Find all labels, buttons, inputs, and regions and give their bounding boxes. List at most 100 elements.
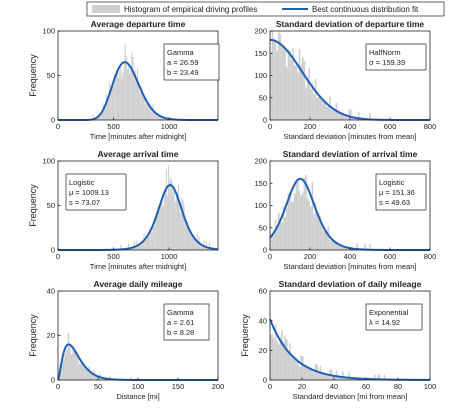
histogram-bar [272, 334, 274, 380]
histogram-bar [198, 243, 199, 250]
x-tick-label: 500 [107, 252, 120, 261]
fit-parameter: a = 2.61 [167, 318, 194, 327]
histogram-bar [278, 213, 280, 250]
histogram-bar [305, 87, 307, 120]
histogram-bar [300, 65, 302, 120]
histogram-bar [288, 49, 290, 120]
histogram-bar [145, 102, 146, 120]
histogram-bar [120, 65, 121, 120]
histogram-bar [275, 220, 277, 250]
histogram-bar [158, 210, 159, 250]
histogram-bar [121, 78, 122, 120]
histogram-bar [288, 351, 290, 380]
fit-parameter: μ = 1009.13 [69, 188, 109, 197]
x-tick-label: 0 [56, 382, 60, 391]
histogram-bar [313, 214, 315, 250]
histogram [270, 175, 371, 250]
histogram-bar [165, 191, 166, 250]
histogram-bar [299, 191, 301, 250]
histogram-bar [158, 116, 159, 120]
fit-distribution-name: HalfNorm [369, 48, 401, 57]
y-tick-label: 0 [51, 376, 55, 385]
y-tick-label: 100 [254, 201, 267, 210]
histogram-bar [308, 201, 310, 250]
histogram-bar [136, 77, 137, 120]
histogram-bar [74, 350, 76, 380]
histogram-bar [292, 359, 294, 380]
histogram-bar [175, 202, 176, 250]
fit-parameter: b = 8.28 [167, 328, 194, 337]
histogram-bar [63, 359, 65, 380]
histogram-bar [132, 57, 133, 120]
histogram-bar [299, 49, 301, 120]
y-axis-label: Frequency [240, 314, 250, 357]
histogram-bar [280, 337, 282, 380]
histogram-bar [172, 190, 173, 250]
histogram-bar [169, 180, 170, 250]
histogram-bar [119, 71, 120, 120]
histogram-bar [299, 366, 301, 380]
histogram-bar [310, 89, 312, 120]
histogram-bar [308, 68, 310, 120]
fit-distribution-name: Exponential [369, 308, 409, 317]
histogram-bar [131, 53, 132, 120]
x-tick-label: 1000 [161, 122, 178, 131]
histogram-bar [186, 226, 187, 250]
histogram-bar [321, 100, 323, 120]
y-tick-label: 0 [263, 376, 267, 385]
histogram-bar [283, 343, 285, 380]
histogram-bar [177, 193, 178, 250]
panel-title: Standard deviation of arrival time [283, 149, 418, 159]
x-tick-label: 150 [172, 382, 185, 391]
histogram-bar [283, 46, 285, 120]
histogram [270, 31, 371, 120]
panel-title: Standard deviation of daily mileage [279, 279, 422, 289]
histogram-bar [110, 91, 111, 120]
histogram-bar [160, 204, 161, 250]
x-tick-label: 800 [424, 122, 437, 131]
histogram-bar [284, 335, 286, 380]
histogram-bar [128, 67, 129, 120]
fit-distribution-name: Gamma [167, 48, 195, 57]
x-tick-label: 80 [394, 382, 402, 391]
y-tick-label: 50 [47, 71, 55, 80]
histogram-bar [122, 72, 123, 120]
y-tick-label: 100 [254, 71, 267, 80]
y-tick-label: 60 [259, 287, 267, 296]
histogram-bar [141, 244, 142, 250]
histogram-bar [329, 239, 331, 250]
histogram-bar [326, 375, 328, 380]
y-axis-label: Frequency [28, 54, 38, 97]
x-tick-label: 100 [424, 382, 437, 391]
x-tick-label: 400 [344, 252, 357, 261]
histogram-bar [302, 193, 304, 250]
histogram-bar [159, 117, 160, 120]
histogram-bar [313, 94, 315, 120]
histogram-bar [329, 97, 331, 120]
histogram-bar [105, 108, 106, 120]
y-tick-label: 100 [42, 27, 55, 36]
histogram-bar [339, 114, 341, 120]
histogram-bar [201, 246, 202, 250]
histogram-bar [112, 86, 113, 120]
histogram-bar [297, 362, 299, 381]
y-tick-label: 20 [259, 346, 267, 355]
histogram-bar [130, 66, 131, 120]
histogram-bar [168, 165, 169, 250]
histogram-bar [316, 98, 318, 120]
histogram-bar [87, 370, 89, 380]
histogram-bar [302, 356, 304, 380]
fit-parameter: a = 26.59 [167, 58, 199, 67]
histogram-bar [286, 209, 288, 250]
histogram-bar [312, 371, 314, 380]
histogram-bar [281, 330, 283, 380]
histogram-bar [117, 73, 118, 120]
histogram-bar [300, 196, 302, 250]
